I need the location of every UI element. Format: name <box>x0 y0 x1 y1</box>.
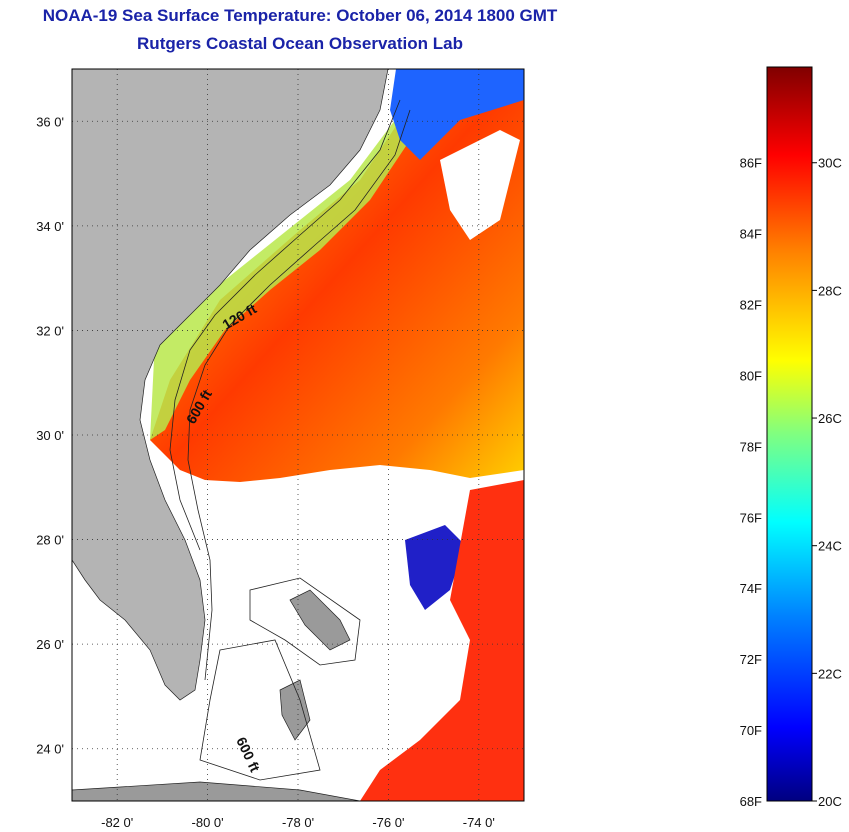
colorbar-f-label: 70F <box>740 723 762 738</box>
map-grid <box>72 69 524 801</box>
land-cuba <box>72 781 361 801</box>
colorbar-f-label: 76F <box>740 510 762 525</box>
sst-cold-north <box>390 69 524 160</box>
lat-label: 28 0' <box>36 533 64 548</box>
colorbar-f-label: 86F <box>740 156 762 171</box>
map-area <box>72 69 524 801</box>
colorbar-fahrenheit-ticks: 86F 84F 82F 80F 78F 76F 74F 72F 70F 68F <box>740 156 762 809</box>
colorbar-c-label: 22C <box>818 666 842 681</box>
land-us-coast <box>72 69 389 701</box>
contour-120ft <box>169 99 401 551</box>
colorbar-c-label: 30C <box>818 156 842 171</box>
colorbar-c-label: 24C <box>818 539 842 554</box>
colorbar-f-label: 72F <box>740 652 762 667</box>
colorbar-f-label: 84F <box>740 227 762 242</box>
colorbar-f-label: 82F <box>740 298 762 313</box>
colorbar-c-label: 28C <box>818 283 842 298</box>
lat-label: 32 0' <box>36 323 64 338</box>
lat-label: 24 0' <box>36 742 64 757</box>
lat-label: 36 0' <box>36 114 64 129</box>
sst-coastal-band <box>150 120 410 440</box>
colorbar-c-label: 26C <box>818 411 842 426</box>
colorbar-f-label: 78F <box>740 439 762 454</box>
colorbar-f-label: 68F <box>740 794 762 809</box>
land-bahamas-1 <box>289 589 351 651</box>
map-title: NOAA-19 Sea Surface Temperature: October… <box>42 6 558 25</box>
lat-label: 34 0' <box>36 219 64 234</box>
colorbar-f-label: 74F <box>740 581 762 596</box>
colorbar <box>766 66 813 802</box>
lat-label: 26 0' <box>36 637 64 652</box>
contour-bahamas <box>199 577 361 781</box>
lon-label: -78 0' <box>282 815 314 830</box>
sst-cold-patch <box>405 525 465 610</box>
lat-label: 30 0' <box>36 428 64 443</box>
land-bahamas-2 <box>279 679 311 741</box>
lon-label: -74 0' <box>463 815 495 830</box>
lon-label: -76 0' <box>372 815 404 830</box>
contour-600ft <box>187 109 411 681</box>
cloud-patch-east <box>440 130 520 240</box>
map-subtitle: Rutgers Coastal Ocean Observation Lab <box>137 34 463 53</box>
colorbar-f-label: 80F <box>740 368 762 383</box>
sst-warm-southeast <box>360 480 524 801</box>
lon-label: -82 0' <box>101 815 133 830</box>
colorbar-celsius-ticks: 30C 28C 26C 24C 22C 20C <box>812 156 842 809</box>
lon-label: -80 0' <box>192 815 224 830</box>
sst-ocean-field <box>150 69 524 482</box>
map-frame <box>71 68 525 802</box>
longitude-labels: -82 0' -80 0' -78 0' -76 0' -74 0' <box>101 815 495 830</box>
latitude-labels: 36 0' 34 0' 32 0' 30 0' 28 0' 26 0' 24 0' <box>36 114 64 756</box>
colorbar-c-label: 20C <box>818 794 842 809</box>
